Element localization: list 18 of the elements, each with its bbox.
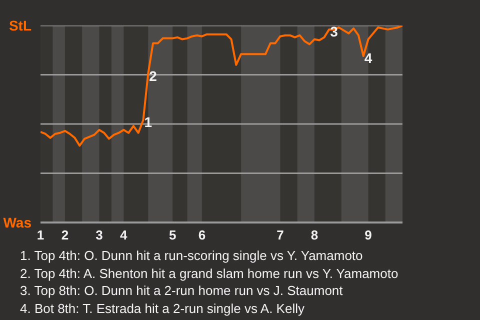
x-tick-label: 2 xyxy=(61,228,69,242)
x-tick-label: 8 xyxy=(310,228,318,242)
annotation: 2 xyxy=(149,68,158,84)
annotation: 1 xyxy=(144,114,152,130)
text: 3. Top 8th: O. Dunn hit a 2-run home run vs J. Staumont xyxy=(20,283,343,298)
x-tick-label: 3 xyxy=(96,228,103,242)
text: StL xyxy=(8,18,32,34)
text: 1. Top 4th: O. Dunn hit a run-scoring single vs Y. Yamamoto xyxy=(20,248,363,263)
text: 2. Top 4th: A. Shenton hit a grand slam home run vs Y. Yamamoto xyxy=(20,266,398,280)
text: 4. Bot 8th: T. Estrada hit a 2-run single vs A. Kelly xyxy=(20,300,304,316)
text: Was xyxy=(3,214,32,230)
x-tick-label: 5 xyxy=(168,228,176,242)
x-tick-label: 4 xyxy=(120,228,128,242)
x-tick-label: 6 xyxy=(198,228,206,242)
annotation: 4 xyxy=(364,50,372,66)
x-tick-label: 1 xyxy=(36,228,44,242)
x-tick-label: 7 xyxy=(276,228,284,242)
x-tick-label: 9 xyxy=(364,228,372,242)
